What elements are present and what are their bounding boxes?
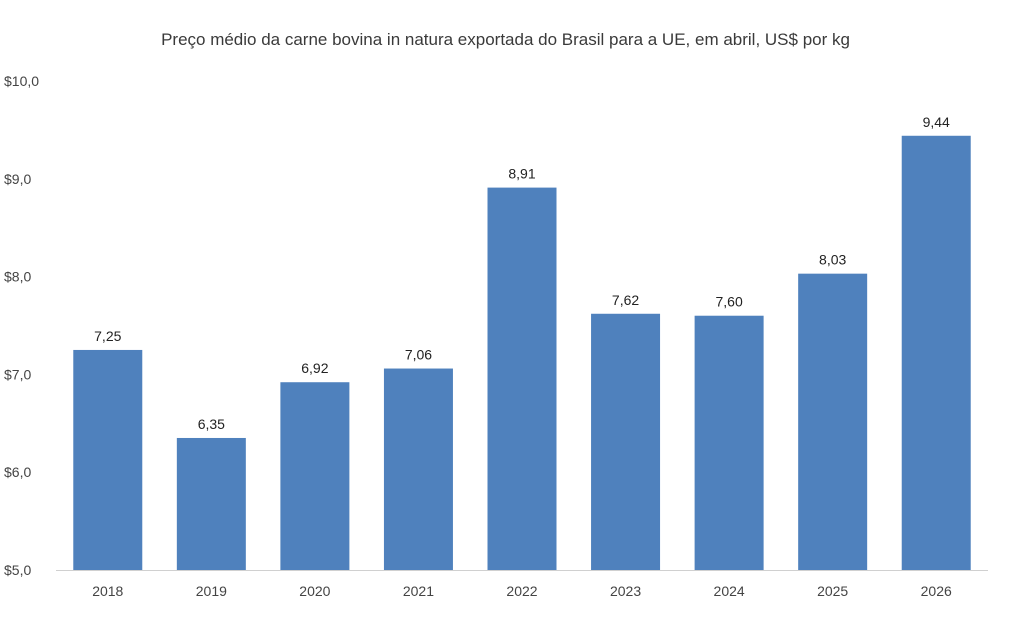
y-tick-label: $10,0 — [4, 73, 39, 89]
data-label: 7,25 — [94, 328, 121, 344]
bar-2020 — [280, 382, 350, 570]
y-tick-label: $8,0 — [4, 269, 31, 285]
y-tick-label: $5,0 — [4, 562, 31, 578]
bar-2025 — [798, 273, 868, 570]
x-tick-label: 2019 — [196, 583, 227, 599]
data-label: 8,03 — [819, 252, 846, 268]
bar-2024 — [694, 315, 764, 570]
y-tick-label: $9,0 — [4, 171, 31, 187]
y-tick-label: $7,0 — [4, 366, 31, 382]
x-tick-label: 2020 — [299, 583, 330, 599]
x-tick-label: 2023 — [610, 583, 641, 599]
data-label: 8,91 — [508, 166, 535, 182]
bar-2022 — [487, 187, 557, 571]
x-tick-label: 2021 — [403, 583, 434, 599]
bar-2026 — [901, 135, 971, 570]
x-tick-label: 2025 — [817, 583, 848, 599]
x-tick-label: 2018 — [92, 583, 123, 599]
x-tick-label: 2022 — [506, 583, 537, 599]
bar-2018 — [73, 349, 143, 570]
x-tick-label: 2024 — [714, 583, 745, 599]
data-label: 6,92 — [301, 360, 328, 376]
chart-title: Preço médio da carne bovina in natura ex… — [161, 30, 850, 49]
data-label: 6,35 — [198, 416, 225, 432]
bar-2021 — [383, 368, 453, 570]
y-tick-label: $6,0 — [4, 464, 31, 480]
bar-2019 — [176, 437, 246, 570]
data-label: 7,62 — [612, 292, 639, 308]
data-label: 7,06 — [405, 347, 432, 363]
data-label: 9,44 — [923, 114, 950, 130]
x-tick-label: 2026 — [921, 583, 952, 599]
data-label: 7,60 — [715, 294, 742, 310]
bar-2023 — [591, 313, 661, 570]
